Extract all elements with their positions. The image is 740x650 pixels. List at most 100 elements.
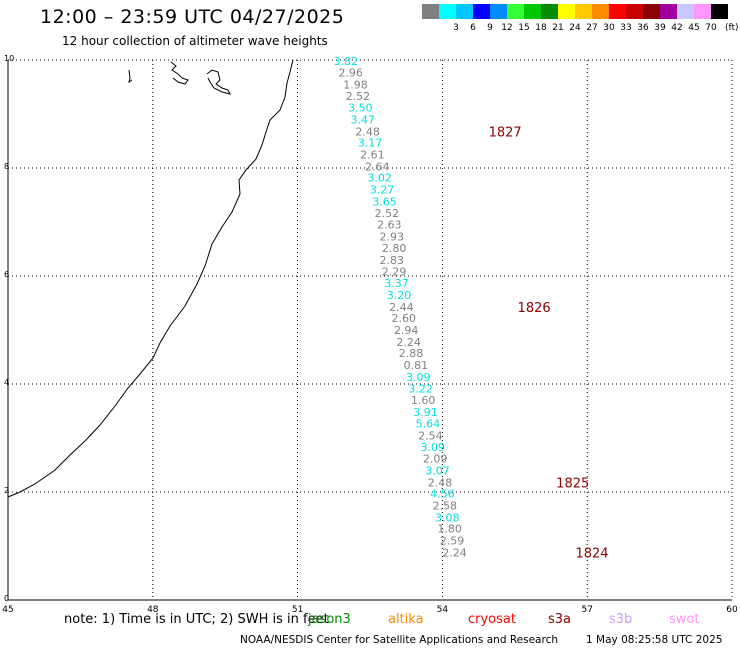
legend-label: 70 — [705, 23, 717, 33]
satellite-s3a: s3a — [548, 612, 572, 627]
legend-swatch — [626, 4, 643, 19]
x-tick-label: 45 — [2, 605, 13, 615]
y-tick-label: 4 — [4, 378, 9, 387]
legend-swatch — [711, 4, 728, 19]
wave-height-value: 2.59 — [440, 535, 465, 548]
wave-height-value: 3.22 — [408, 382, 433, 395]
wave-height-value: 2.48 — [355, 125, 380, 138]
coastline — [7, 59, 294, 498]
legend-swatch — [439, 4, 456, 19]
legend-swatch — [524, 4, 541, 19]
legend-label: 12 — [501, 23, 513, 33]
legend-label: 9 — [487, 23, 493, 33]
wave-height-value: 2.48 — [428, 476, 453, 489]
wave-height-value: 2.93 — [379, 231, 404, 244]
wave-height-value: 2.52 — [375, 207, 400, 220]
legend-label: 39 — [654, 23, 666, 33]
credit: NOAA/NESDIS Center for Satellite Applica… — [240, 634, 558, 646]
island — [170, 61, 189, 85]
legend-label: 33 — [620, 23, 632, 33]
wave-height-value: 2.80 — [382, 242, 407, 255]
page-subtitle: 12 hour collection of altimeter wave hei… — [62, 34, 328, 48]
legend-swatch — [575, 4, 592, 19]
legend-swatch — [694, 4, 711, 19]
wave-height-value: 3.37 — [384, 277, 409, 290]
wave-height-value: 2.29 — [382, 266, 407, 279]
island — [128, 69, 133, 84]
wave-height-value: 2.63 — [377, 219, 402, 232]
wave-height-value: 2.54 — [418, 429, 443, 442]
wave-height-value: 3.02 — [367, 172, 392, 185]
legend-unit: (ft) — [725, 23, 739, 33]
legend-label: 30 — [603, 23, 615, 33]
legend-label: 36 — [637, 23, 649, 33]
wave-height-value: 2.94 — [394, 324, 419, 337]
wave-height-value: 3.08 — [435, 511, 460, 524]
wave-height-value: 1.60 — [411, 394, 436, 407]
satellite-s3b: s3b — [609, 612, 633, 627]
wave-height-value: 2.96 — [338, 66, 363, 79]
x-tick-label: 48 — [147, 605, 159, 615]
y-tick-label: 10 — [4, 54, 14, 63]
wave-height-value: 3.27 — [370, 184, 395, 197]
wave-height-value: 2.24 — [396, 336, 421, 349]
wave-height-value: 3.65 — [372, 195, 397, 208]
wave-height-points: 3.822.961.982.523.503.472.483.172.612.64… — [334, 55, 467, 559]
satellite-jason3: jason3 — [308, 612, 351, 627]
y-tick-label: 6 — [4, 270, 9, 279]
legend-swatch — [507, 4, 524, 19]
legend-swatch — [677, 4, 694, 19]
axis-tick-labels: 45 48 51 54 57 60 0 2 4 6 8 10 — [2, 54, 738, 615]
legend-label: 3 — [453, 23, 459, 33]
legend-label: 45 — [688, 23, 700, 33]
legend-swatch — [490, 4, 507, 19]
wave-height-value: 2.64 — [365, 160, 390, 173]
x-tick-label: 51 — [292, 605, 303, 615]
wave-height-value: 2.09 — [423, 453, 448, 466]
x-tick-label: 54 — [437, 605, 449, 615]
legend-label: 15 — [518, 23, 530, 33]
wave-height-value: 3.09 — [406, 371, 431, 384]
legend-label: 24 — [569, 23, 581, 33]
wave-height-value: 2.88 — [399, 347, 424, 360]
wave-height-value: 2.58 — [433, 500, 458, 513]
wave-height-value: 4.56 — [430, 488, 455, 501]
wave-height-value: 3.50 — [348, 102, 373, 115]
legend-swatch — [456, 4, 473, 19]
wave-height-value: 3.17 — [358, 137, 383, 150]
satellite-swot: swot — [669, 612, 700, 627]
pass-time-label: 1825 — [556, 476, 589, 491]
wave-height-value: 2.52 — [346, 90, 371, 103]
legend-swatch — [592, 4, 609, 19]
wave-height-value: 2.61 — [360, 149, 385, 162]
wave-height-value: 3.91 — [413, 406, 438, 419]
pass-time-labels: 1827 1826 1825 1824 — [489, 125, 609, 561]
legend-label: 6 — [470, 23, 476, 33]
satellite-altika: altika — [388, 612, 424, 627]
legend-swatch — [541, 4, 558, 19]
wave-height-value: 3.20 — [387, 289, 412, 302]
wave-height-value: 3.09 — [420, 441, 445, 454]
wave-height-value: 3.07 — [425, 464, 450, 477]
legend-label: 42 — [671, 23, 683, 33]
timestamp: 1 May 08:25:58 UTC 2025 — [586, 634, 723, 646]
satellite-cryosat: cryosat — [468, 612, 516, 627]
island — [206, 69, 231, 95]
pass-time-label: 1824 — [575, 546, 608, 561]
wave-height-value: 3.82 — [334, 55, 359, 68]
wave-height-value: 2.83 — [379, 254, 404, 267]
wave-height-value: 2.24 — [442, 546, 467, 559]
y-tick-label: 2 — [4, 486, 9, 495]
x-tick-label: 57 — [581, 605, 592, 615]
wave-height-value: 5.64 — [416, 417, 441, 430]
wave-height-value: 1.80 — [437, 523, 462, 536]
wave-height-value: 2.44 — [389, 301, 414, 314]
x-tick-label: 60 — [726, 605, 738, 615]
legend-swatch — [422, 4, 439, 19]
wave-height-value: 2.60 — [392, 312, 417, 325]
legend-swatch — [643, 4, 660, 19]
legend-swatch — [558, 4, 575, 19]
wave-height-value: 1.98 — [343, 78, 368, 91]
wave-height-value: 3.47 — [351, 113, 376, 126]
